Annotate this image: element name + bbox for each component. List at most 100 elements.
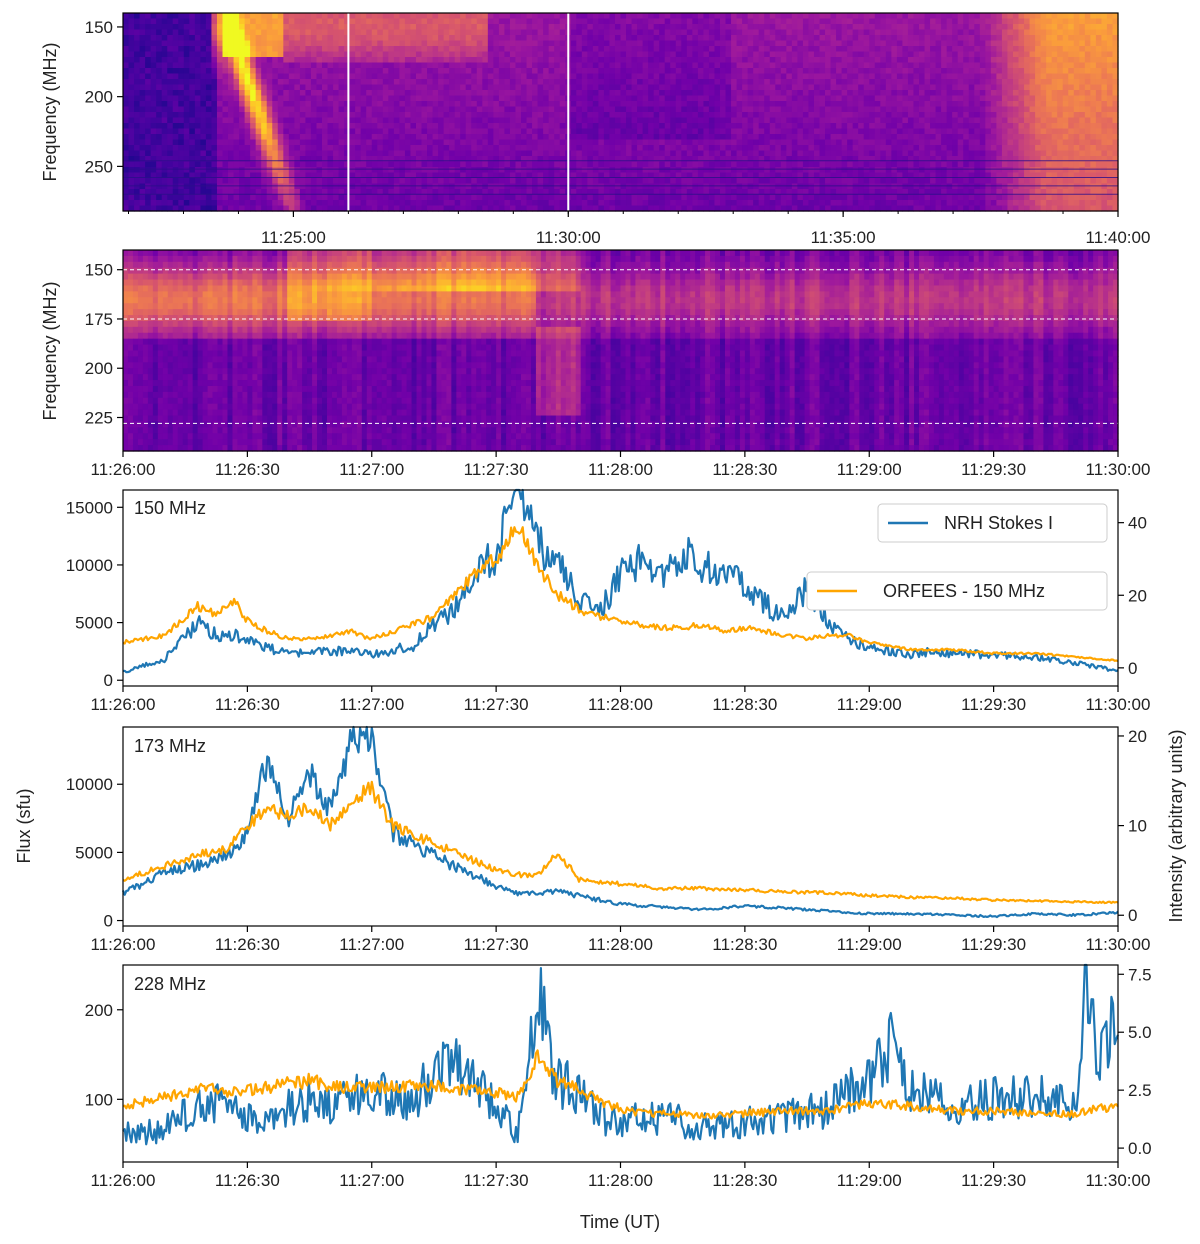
spectrogram-cell	[637, 40, 644, 47]
spectrogram-cell	[775, 150, 782, 157]
spectrogram-cell	[880, 101, 887, 108]
spectrogram-cell	[388, 139, 395, 146]
spectrogram-cell	[592, 40, 599, 47]
spectrogram-cell	[532, 128, 539, 135]
spectrogram-cell	[648, 57, 655, 64]
spectrogram-cell	[825, 106, 832, 113]
spectrogram-cell	[957, 150, 964, 157]
spectrogram-cell	[161, 134, 168, 141]
spectrogram-cell	[637, 117, 644, 124]
spectrogram-cell	[924, 35, 931, 42]
spectrogram-cell	[847, 101, 854, 108]
spectrogram-cell	[316, 40, 323, 47]
spectrogram-cell	[310, 46, 318, 53]
spectrogram-cell	[294, 79, 301, 86]
spectrogram-cell	[266, 117, 273, 124]
spectrogram-cell	[731, 106, 738, 113]
spectrogram-cell	[697, 145, 705, 152]
spectrogram-cell	[310, 101, 318, 108]
spectrogram-cell	[1112, 79, 1119, 86]
spectrogram-cell	[769, 62, 776, 69]
spectrogram-cell	[382, 128, 389, 135]
spectrogram-cell	[1101, 106, 1108, 113]
spectrogram-cell	[963, 18, 970, 25]
spectrogram-cell	[559, 68, 566, 75]
spectrogram-cell	[504, 40, 511, 47]
spectrogram-cell	[653, 46, 660, 53]
spectrogram-cell	[996, 95, 1003, 102]
spectrogram-cell	[222, 35, 229, 42]
spectrogram-cell	[493, 112, 500, 119]
spectrogram-cell	[830, 62, 837, 69]
spectrogram-cell	[598, 112, 605, 119]
spectrogram-cell	[349, 112, 356, 119]
spectrogram-cell	[592, 150, 599, 157]
spectrogram-cell	[786, 134, 793, 141]
spectrogram-cell	[316, 150, 323, 157]
spectrogram-cell	[460, 40, 467, 47]
spectrogram-cell	[930, 145, 937, 152]
spectrogram-cell	[509, 62, 517, 69]
spectrogram-cell	[1001, 13, 1009, 20]
spectrogram-cell	[664, 46, 671, 53]
spectrogram-cell	[548, 134, 555, 141]
spectrogram-cell	[1090, 35, 1097, 42]
spectrogram-cell	[747, 62, 754, 69]
spectrogram-cell	[974, 106, 981, 113]
spectrogram-cell	[885, 62, 892, 69]
spectrogram-cell	[388, 73, 395, 80]
spectrogram-cell	[985, 73, 992, 80]
spectrogram-cell	[1090, 62, 1097, 69]
spectrogram-cell	[963, 46, 970, 53]
spectrogram-cell	[957, 13, 964, 20]
spectrogram-cell	[631, 40, 638, 47]
spectrogram-cell	[642, 101, 649, 108]
spectrogram-cell	[692, 95, 699, 102]
spectrogram-cell	[515, 106, 522, 113]
spectrogram-cell	[515, 134, 522, 141]
spectrogram-cell	[344, 95, 351, 102]
spectrogram-cell	[532, 117, 539, 124]
spectrogram-cell	[675, 40, 682, 47]
spectrogram-cell	[708, 35, 716, 42]
spectrogram-cell	[808, 79, 815, 86]
spectrogram-cell	[1062, 18, 1069, 25]
spectrogram-cell	[1040, 128, 1047, 135]
spectrogram-cell	[355, 139, 362, 146]
spectrogram-cell	[1018, 95, 1025, 102]
spectrogram-cell	[979, 35, 986, 42]
spectrogram-cell	[769, 150, 776, 157]
spectrogram-cell	[642, 13, 649, 20]
spectrogram-cell	[664, 95, 671, 102]
spectrogram-cell	[167, 13, 174, 20]
spectrogram-cell	[1040, 145, 1047, 152]
spectrogram-cell	[786, 46, 793, 53]
spectrogram-cell	[515, 40, 522, 47]
spectrogram-cell	[283, 13, 290, 20]
spectrogram-cell	[1012, 101, 1020, 108]
spectrogram-cell	[780, 79, 787, 86]
spectrogram-cell	[670, 139, 677, 146]
spectrogram-cell	[725, 106, 732, 113]
spectrogram-cell	[769, 161, 776, 168]
spectrogram-cell	[543, 134, 550, 141]
spectrogram-cell	[1001, 51, 1009, 58]
spectrogram-cell	[990, 84, 997, 91]
spectrogram-cell	[498, 51, 506, 58]
spectrogram-cell	[1079, 95, 1086, 102]
spectrogram-cell	[139, 101, 146, 108]
spectrogram-cell	[145, 156, 152, 163]
spectrogram-cell	[996, 101, 1003, 108]
spectrogram-cell	[377, 145, 384, 152]
spectrogram-cell	[708, 68, 716, 75]
spectrogram-cell	[316, 51, 323, 58]
spectrogram-cell	[874, 57, 881, 64]
spectrogram-cell	[327, 73, 334, 80]
spectrogram-cell	[769, 73, 776, 80]
spectrogram-cell	[813, 51, 821, 58]
spectrogram-cell	[465, 46, 472, 53]
spectrogram-cell	[1062, 145, 1069, 152]
spectrogram-cell	[598, 79, 605, 86]
spectrogram-cell	[1018, 79, 1025, 86]
spectrogram-cell	[896, 106, 904, 113]
